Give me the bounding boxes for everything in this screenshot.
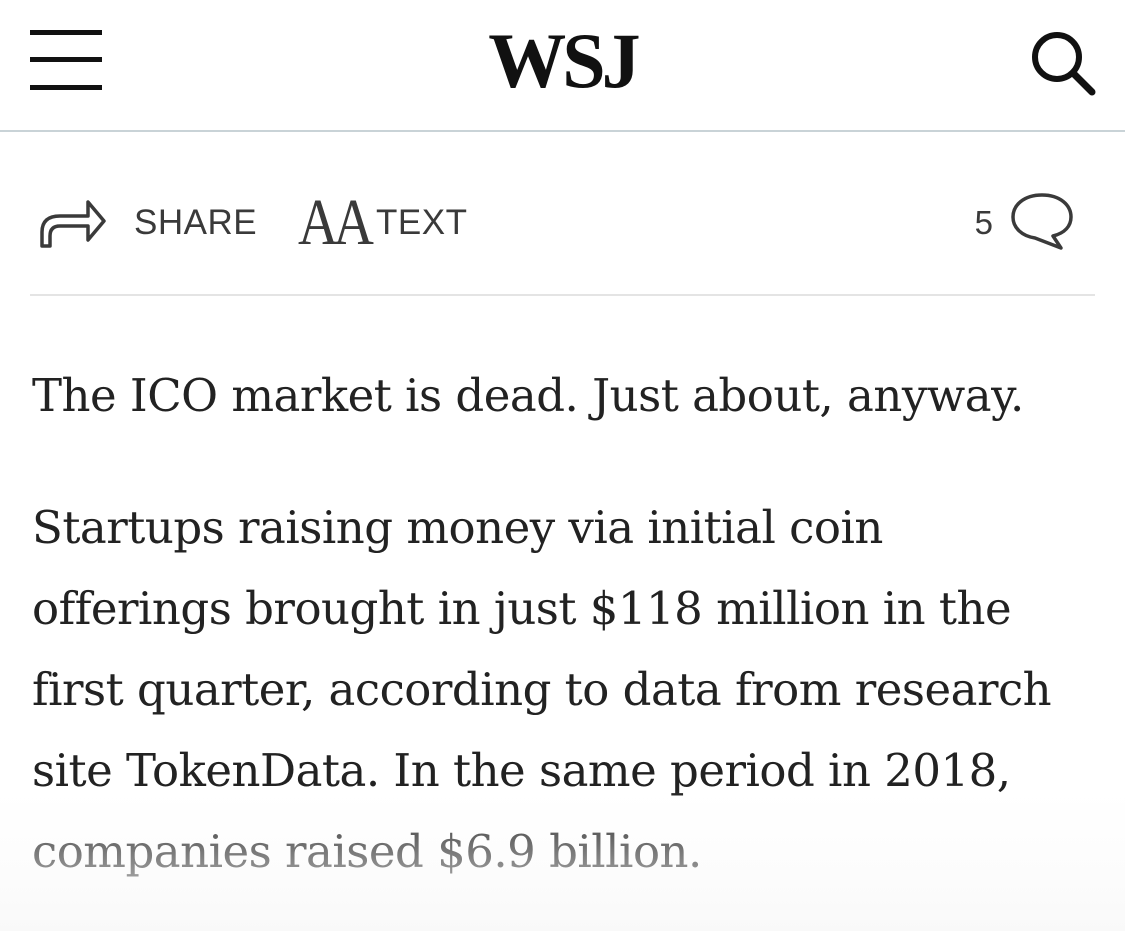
text-size-icon: AA (298, 186, 374, 259)
article-toolbar: SHARE AA TEXT 5 (30, 178, 1095, 296)
hamburger-menu-icon[interactable] (30, 30, 102, 92)
share-label: SHARE (134, 203, 258, 242)
wsj-logo[interactable]: WSJ (488, 17, 640, 104)
comment-count: 5 (974, 204, 993, 241)
speech-bubble-icon (1009, 191, 1075, 255)
article-paragraph: Startups raising money via initial coin … (32, 501, 1052, 878)
menu-line (30, 30, 102, 35)
share-button[interactable]: SHARE (38, 188, 257, 258)
text-size-button[interactable]: AA TEXT (298, 188, 467, 258)
text-label: TEXT (376, 203, 468, 242)
menu-line (30, 85, 102, 90)
share-arrow-icon (38, 192, 134, 254)
search-icon[interactable] (1030, 30, 1096, 96)
top-nav-bar: WSJ (0, 0, 1125, 132)
article-body: The ICO market is dead. Just about, anyw… (32, 355, 1092, 892)
article-paragraph: The ICO market is dead. Just about, anyw… (32, 369, 1024, 422)
comments-button[interactable]: 5 (975, 188, 1075, 258)
menu-line (30, 57, 102, 62)
